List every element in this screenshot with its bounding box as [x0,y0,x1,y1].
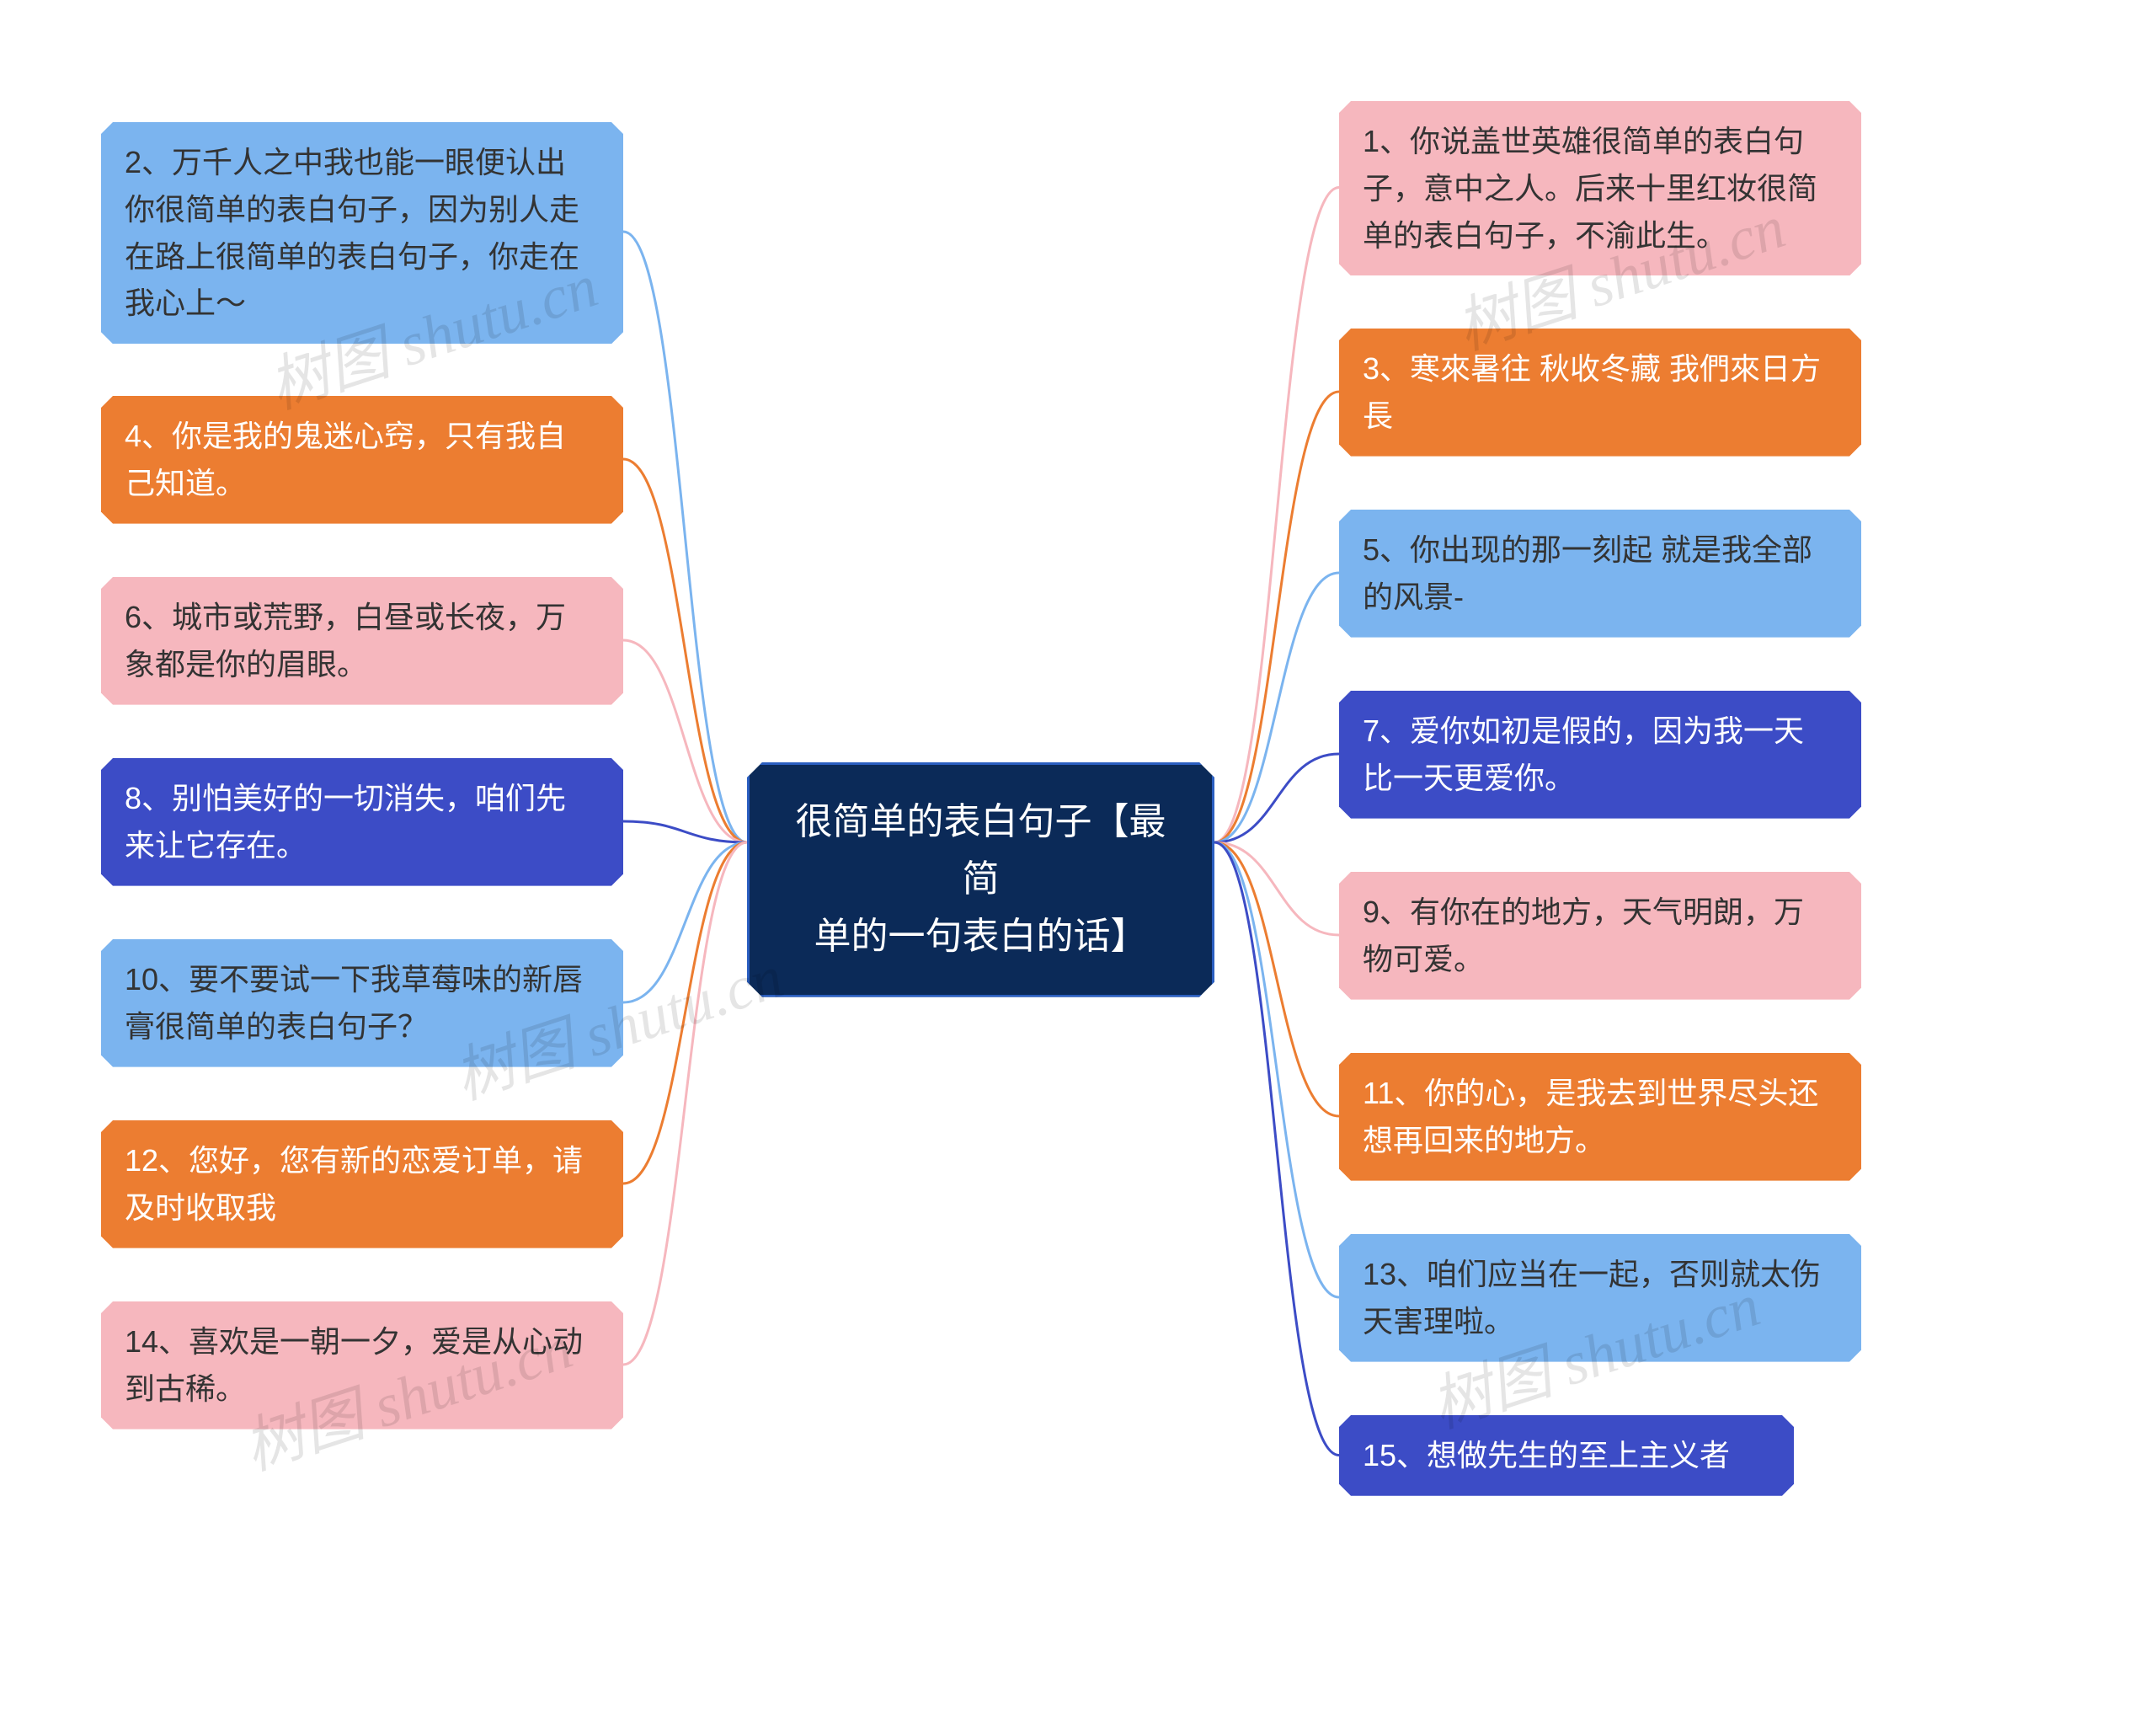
branch-node-text: 7、爱你如初是假的，因为我一天 比一天更爱你。 [1363,713,1804,795]
connector [1214,754,1339,842]
connector [623,842,747,1002]
branch-node: 13、咱们应当在一起，否则就太伤 天害理啦。 [1339,1234,1861,1362]
branch-node-text: 5、你出现的那一刻起 就是我全部 的风景- [1363,532,1812,614]
connector [623,459,747,842]
connector [1214,842,1339,1297]
branch-node: 14、喜欢是一朝一夕，爱是从心动 到古稀。 [101,1301,623,1429]
connector [1214,573,1339,842]
connector [623,842,747,1184]
center-node-text: 很简单的表白句子【最简 单的一句表白的话】 [796,801,1166,957]
branch-node-text: 2、万千人之中我也能一眼便认出 你很简单的表白句子，因为别人走 在路上很简单的表… [125,145,579,320]
branch-node: 11、你的心，是我去到世界尽头还 想再回来的地方。 [1339,1053,1861,1181]
connector [1214,842,1339,1456]
branch-node: 15、想做先生的至上主义者 [1339,1415,1794,1496]
branch-node-text: 3、寒來暑往 秋收冬藏 我們來日方 長 [1363,351,1821,433]
connector [1214,842,1339,1116]
branch-node: 6、城市或荒野，白昼或长夜，万 象都是你的眉眼。 [101,577,623,705]
branch-node: 7、爱你如初是假的，因为我一天 比一天更爱你。 [1339,691,1861,819]
connector [1214,392,1339,842]
branch-node-text: 9、有你在的地方，天气明朗，万 物可爱。 [1363,895,1804,976]
branch-node: 5、你出现的那一刻起 就是我全部 的风景- [1339,510,1861,638]
branch-node: 3、寒來暑往 秋收冬藏 我們來日方 長 [1339,329,1861,457]
branch-node-text: 1、你说盖世英雄很简单的表白句 子，意中之人。后来十里红妆很简 单的表白句子，不… [1363,124,1817,253]
branch-node-text: 10、要不要试一下我草莓味的新唇 膏很简单的表白句子？ [125,962,583,1044]
branch-node-text: 11、你的心，是我去到世界尽头还 想再回来的地方。 [1363,1076,1818,1157]
branch-node-text: 4、你是我的鬼迷心窍，只有我自 己知道。 [125,419,566,500]
branch-node-text: 6、城市或荒野，白昼或长夜，万 象都是你的眉眼。 [125,600,566,681]
branch-node: 2、万千人之中我也能一眼便认出 你很简单的表白句子，因为别人走 在路上很简单的表… [101,122,623,344]
branch-node: 1、你说盖世英雄很简单的表白句 子，意中之人。后来十里红妆很简 单的表白句子，不… [1339,101,1861,275]
mindmap-canvas: 很简单的表白句子【最简 单的一句表白的话】 2、万千人之中我也能一眼便认出 你很简… [0,0,2156,1726]
branch-node: 8、别怕美好的一切消失，咱们先 来让它存在。 [101,758,623,886]
branch-node-text: 8、别怕美好的一切消失，咱们先 来让它存在。 [125,781,566,863]
branch-node: 12、您好，您有新的恋爱订单，请 及时收取我 [101,1120,623,1248]
connector [623,232,747,842]
connector [1214,842,1339,935]
connector [623,640,747,842]
branch-node-text: 15、想做先生的至上主义者 [1363,1438,1730,1472]
center-node: 很简单的表白句子【最简 单的一句表白的话】 [747,762,1214,997]
connector [623,842,747,1365]
branch-node: 9、有你在的地方，天气明朗，万 物可爱。 [1339,872,1861,1000]
branch-node-text: 13、咱们应当在一起，否则就太伤 天害理啦。 [1363,1257,1821,1339]
branch-node: 4、你是我的鬼迷心窍，只有我自 己知道。 [101,396,623,524]
branch-node-text: 14、喜欢是一朝一夕，爱是从心动 到古稀。 [125,1324,583,1406]
connector [1214,188,1339,843]
connector [623,821,747,842]
branch-node: 10、要不要试一下我草莓味的新唇 膏很简单的表白句子？ [101,939,623,1067]
branch-node-text: 12、您好，您有新的恋爱订单，请 及时收取我 [125,1143,583,1225]
